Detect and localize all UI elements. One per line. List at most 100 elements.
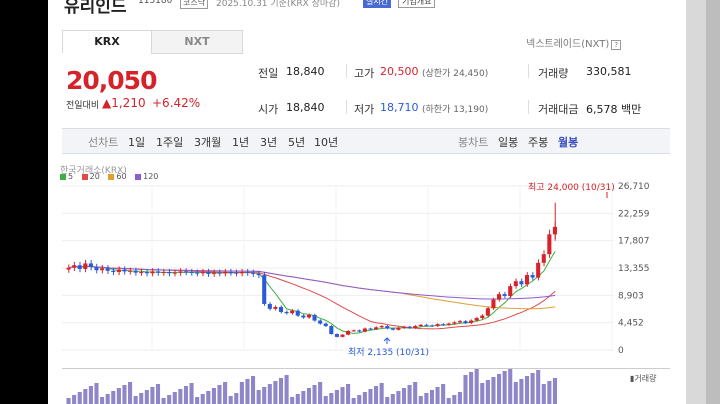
- volume-bar: [407, 385, 412, 404]
- candle: [536, 262, 541, 278]
- tab-krx[interactable]: KRX: [62, 30, 152, 53]
- candle: [200, 272, 205, 274]
- stock-name: 유리인드: [64, 0, 127, 17]
- volume-bar: [346, 384, 351, 404]
- volume-bar: [245, 379, 250, 404]
- chart-grid: [62, 185, 614, 351]
- candle: [357, 330, 362, 332]
- candle: [251, 272, 256, 274]
- y-tick-label: 26,710: [618, 182, 650, 192]
- candle: [340, 334, 345, 337]
- period-1d[interactable]: 1일: [128, 136, 146, 149]
- period-3y[interactable]: 3년: [260, 136, 278, 149]
- candle: [385, 326, 390, 329]
- ma-line-120: [68, 265, 556, 300]
- volume-bar: [183, 386, 188, 404]
- candle: [122, 269, 127, 272]
- candle: [150, 271, 155, 274]
- y-tick-label: 22,259: [618, 209, 650, 219]
- volume-bar: [100, 397, 105, 404]
- left-black-bar: [0, 0, 48, 404]
- candle: [435, 324, 440, 327]
- candle: [195, 272, 200, 274]
- candle: [547, 234, 552, 255]
- candle-monthly[interactable]: 월봉: [558, 136, 579, 149]
- volume-bar: [351, 398, 356, 404]
- candle: [66, 267, 71, 270]
- line-chart-label[interactable]: 선차트: [88, 136, 119, 149]
- ma-lines: [68, 250, 556, 334]
- candle: [312, 315, 317, 321]
- candle-chart-label[interactable]: 봉차트: [458, 136, 489, 149]
- volume-bar: [223, 382, 228, 404]
- volume-bar: [66, 398, 71, 404]
- volume-bar: [401, 388, 407, 404]
- volume-bar: [217, 385, 222, 404]
- stock-code: 115180: [138, 0, 173, 6]
- help-icon[interactable]: ?: [611, 40, 622, 50]
- min-annotation: 최저 2,135 (10/31): [348, 347, 429, 358]
- candle: [206, 272, 211, 274]
- period-1y[interactable]: 1년: [232, 136, 250, 149]
- company-overview-button[interactable]: 기업개요: [398, 0, 436, 8]
- volume-bar: [273, 381, 278, 404]
- min-arrow: [383, 337, 391, 344]
- volume-bar: [290, 397, 295, 404]
- volume-bar: [318, 382, 323, 404]
- volume-bar: [301, 391, 306, 404]
- candle: [284, 311, 289, 314]
- candle: [446, 323, 451, 325]
- volume-bar: [116, 388, 121, 404]
- volume-bars: [66, 368, 557, 404]
- divider: [528, 64, 529, 78]
- period-5y[interactable]: 5년: [288, 136, 306, 149]
- period-10y[interactable]: 10년: [314, 136, 339, 149]
- candle: [513, 281, 518, 287]
- candle: [407, 326, 412, 328]
- period-3m[interactable]: 3개월: [194, 136, 222, 149]
- candle: [144, 272, 149, 274]
- candles: [66, 202, 557, 338]
- nextrade-link[interactable]: 넥스트레이드(NXT)?: [526, 35, 622, 50]
- period-1w[interactable]: 1주일: [156, 136, 184, 149]
- realtime-badge[interactable]: 실시간: [363, 0, 392, 8]
- candle: [519, 281, 524, 285]
- date-text: 2025.10.31 기준(KRX 장마감): [216, 0, 340, 9]
- volume-bar: [530, 373, 535, 404]
- ma-legend-item: 120: [135, 172, 158, 181]
- open-value: 18,840: [286, 101, 325, 114]
- candle: [128, 270, 133, 272]
- candle: [368, 328, 373, 330]
- candle-daily[interactable]: 일봉: [498, 136, 519, 149]
- candle: [429, 325, 434, 327]
- volume-bar: [536, 370, 541, 404]
- volume-bar: [88, 386, 93, 404]
- volume-bar: [83, 389, 88, 404]
- volume-bar: [480, 383, 485, 404]
- candle-weekly[interactable]: 주봉: [528, 136, 549, 149]
- candlestick-chart[interactable]: 26,710 22,259 17,807 13,355 8,903 4,452 0 최고 2…: [48, 174, 686, 404]
- candle: [278, 307, 284, 312]
- high-label: 고가: [354, 67, 375, 80]
- volume-bar: [234, 393, 239, 404]
- candle: [77, 265, 82, 269]
- candle: [88, 263, 93, 268]
- volume-bar: [139, 393, 144, 404]
- volume-bar: [485, 380, 490, 404]
- candle: [401, 326, 407, 328]
- candle: [491, 299, 496, 309]
- volume-bar: [452, 395, 457, 404]
- volume-bar: [94, 383, 99, 404]
- volume-label: 거래량: [538, 67, 569, 80]
- tab-nxt[interactable]: NXT: [151, 30, 243, 54]
- low-label: 저가: [354, 103, 375, 116]
- volume-bar: [379, 383, 384, 404]
- volume-bar: [357, 395, 362, 404]
- volume-value: 330,581: [586, 65, 632, 78]
- volume-bar: [323, 396, 328, 404]
- open-label: 시가: [258, 103, 279, 116]
- volume-bar: [278, 378, 284, 404]
- volume-bar: [418, 396, 423, 404]
- volume-bar: [396, 391, 401, 404]
- candle: [172, 272, 177, 274]
